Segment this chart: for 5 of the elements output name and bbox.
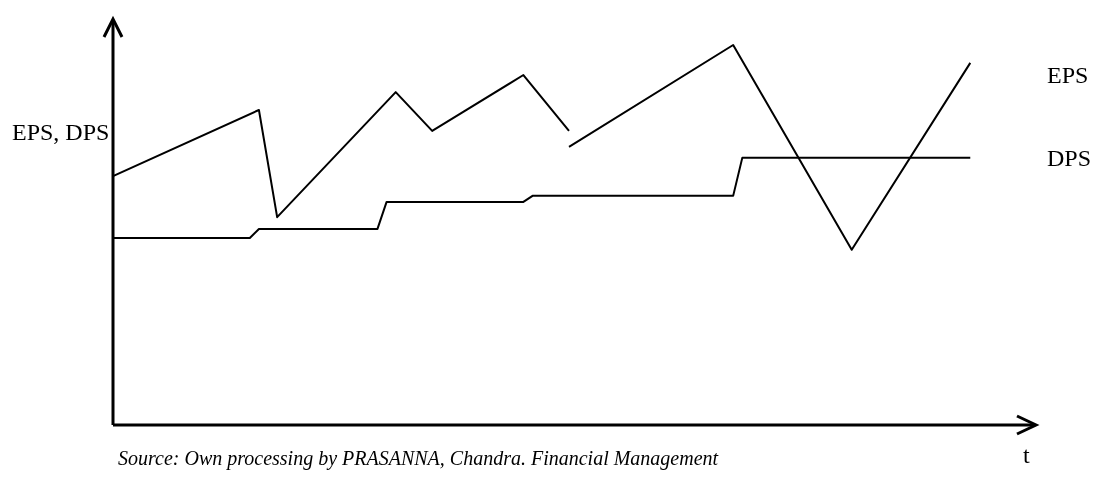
y-axis-title: EPS, DPS: [12, 119, 110, 145]
text: EPS: [1047, 62, 1089, 89]
text: DPS: [1047, 144, 1092, 171]
source-note: Source: Own processing by PRASANNA, Chandra. Financial Management: [118, 447, 719, 470]
x-axis-title: t: [1023, 442, 1030, 468]
